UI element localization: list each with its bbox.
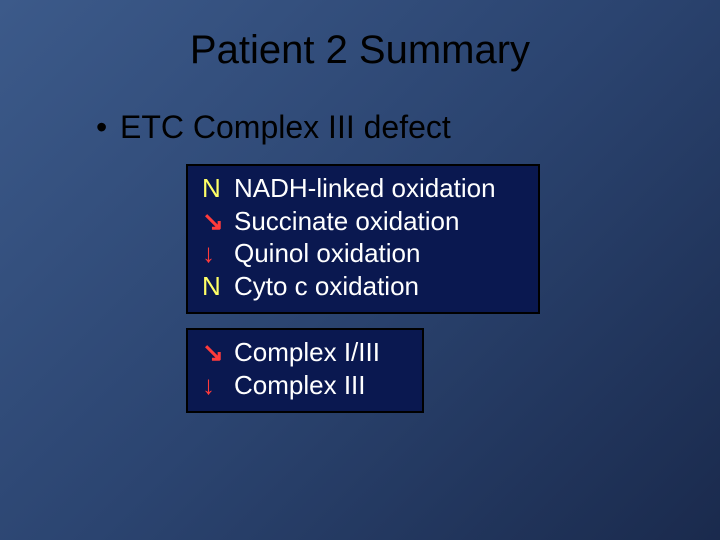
item-text: Quinol oxidation [234,237,420,270]
down-arrow-icon: ↘ [202,205,234,238]
status-prefix: N [202,270,234,303]
list-item: ↓ Complex III [202,369,408,402]
list-item: ↓ Quinol oxidation [202,237,524,270]
down-arrow-icon: ↓ [202,369,234,402]
subtitle-line: •ETC Complex III defect [96,109,660,146]
down-arrow-icon: ↘ [202,336,234,369]
list-item: N NADH-linked oxidation [202,172,524,205]
findings-box-2: ↘ Complex I/III ↓ Complex III [186,328,424,413]
item-text: Succinate oxidation [234,205,459,238]
list-item: ↘ Succinate oxidation [202,205,524,238]
item-text: Complex III [234,369,366,402]
item-text: Cyto c oxidation [234,270,419,303]
findings-box-1: N NADH-linked oxidation ↘ Succinate oxid… [186,164,540,314]
item-text: Complex I/III [234,336,380,369]
bullet-dot: • [96,109,120,146]
slide-title: Patient 2 Summary [60,28,660,73]
down-arrow-icon: ↓ [202,237,234,270]
item-text: NADH-linked oxidation [234,172,496,205]
slide: Patient 2 Summary •ETC Complex III defec… [0,0,720,540]
list-item: ↘ Complex I/III [202,336,408,369]
list-item: N Cyto c oxidation [202,270,524,303]
subtitle-text: ETC Complex III defect [120,109,451,145]
status-prefix: N [202,172,234,205]
